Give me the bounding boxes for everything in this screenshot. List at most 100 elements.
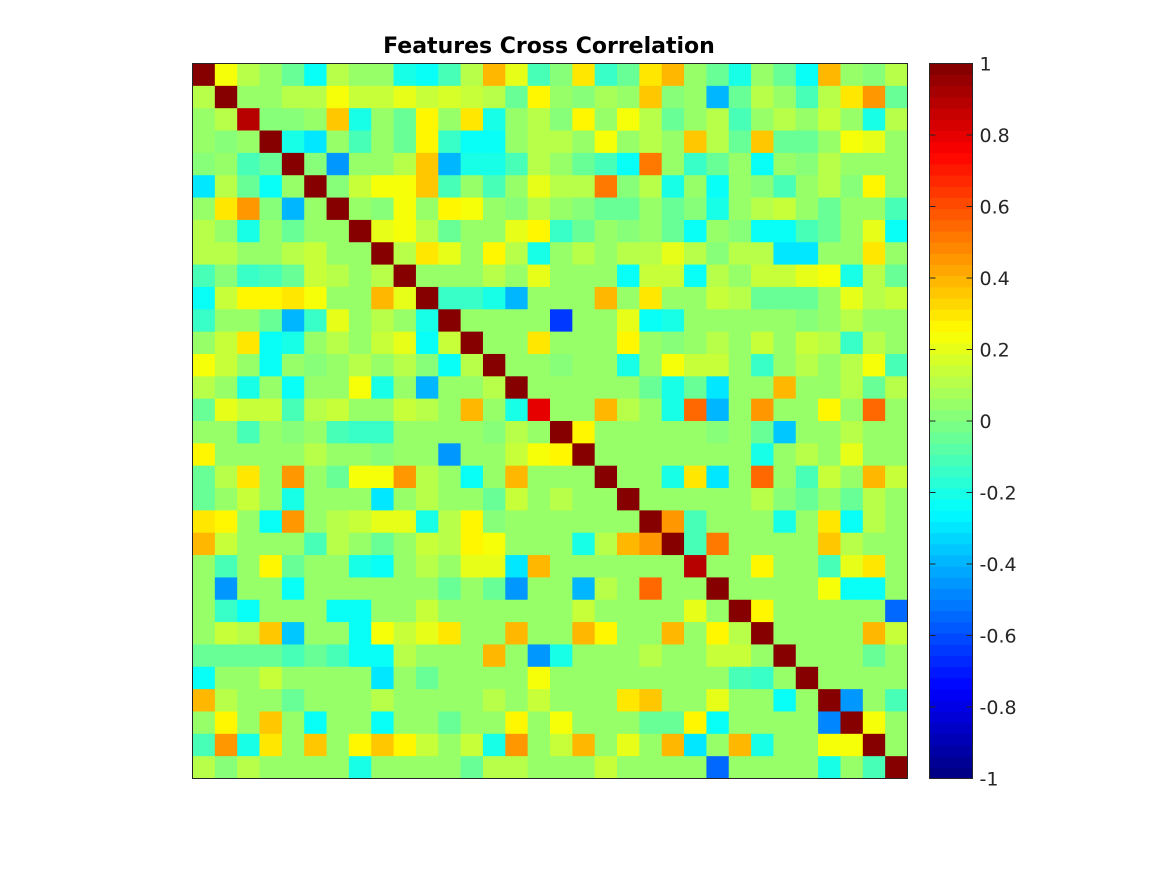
heatmap-cell [661,689,685,712]
heatmap-cell [460,242,484,265]
heatmap-cell [684,599,707,623]
heatmap-cell [661,376,685,400]
heatmap-cell [572,756,596,779]
heatmap-cell [304,353,327,377]
heatmap-cell [527,264,551,288]
heatmap-cell [885,465,908,489]
heatmap-cell [304,488,327,511]
heatmap-cell [751,443,774,467]
heatmap-cell [192,286,216,310]
colorbar-segment [929,63,973,76]
heatmap-cell [371,63,394,87]
heatmap-cell [438,63,462,87]
heatmap-cell [840,152,864,176]
heatmap-cell [684,242,707,265]
heatmap-cell [304,130,327,154]
heatmap-cell [192,555,216,578]
heatmap-cell [639,488,663,511]
heatmap-cell [706,465,730,489]
heatmap-cell [237,599,260,623]
heatmap-cell [460,622,484,645]
heatmap-cell [214,599,238,623]
heatmap-cell [304,264,327,288]
heatmap-cell [460,264,484,288]
heatmap-cell [438,421,462,444]
heatmap-cell [862,264,886,288]
heatmap-cell [572,644,596,668]
heatmap-cell [639,353,663,377]
colorbar-segment [929,342,973,355]
heatmap-cell [572,63,596,87]
heatmap-cell [751,331,774,355]
heatmap-cell [214,353,238,377]
heatmap-cell [795,197,819,221]
colorbar-segment [929,633,973,645]
heatmap-cell [460,353,484,377]
heatmap-cell [862,219,886,243]
heatmap-cell [550,108,573,131]
heatmap-cell [214,421,238,444]
heatmap-cell [505,555,529,578]
colorbar-segment [929,711,973,724]
colorbar [929,63,973,779]
heatmap-cell [505,286,529,310]
heatmap-cell [840,264,864,288]
heatmap-cell [661,599,685,623]
colorbar-segment [929,488,973,500]
heatmap-cell [840,465,864,489]
heatmap-cell [751,644,774,668]
heatmap-cell [482,398,506,422]
colorbar-segment [929,264,973,277]
heatmap-cell [818,599,841,623]
heatmap-cell [304,331,327,355]
heatmap-cell [482,264,506,288]
heatmap-cell [684,130,707,154]
heatmap-cell [706,644,730,668]
heatmap-cell [818,286,841,310]
heatmap-cell [281,577,305,601]
heatmap-cell [818,108,841,131]
heatmap-cell [661,286,685,310]
heatmap-grid [192,63,908,779]
heatmap-cell [237,756,260,779]
heatmap-cell [684,331,707,355]
heatmap-cell [550,599,573,623]
heatmap-cell [304,219,327,243]
heatmap-cell [840,242,864,265]
heatmap-cell [818,398,841,422]
heatmap-cell [840,219,864,243]
heatmap-cell [505,488,529,511]
colorbar-segment [929,74,973,87]
colorbar-segment [929,242,973,254]
heatmap-cell [371,443,394,467]
heatmap-cell [326,510,350,534]
heatmap-cell [415,756,439,779]
heatmap-cell [281,711,305,735]
heatmap-cell [281,130,305,154]
heatmap-cell [840,622,864,645]
heatmap-cell [326,555,350,578]
heatmap-cell [840,666,864,690]
heatmap-cell [214,130,238,154]
heatmap-cell [460,711,484,735]
heatmap-cell [214,756,238,779]
heatmap-cell [482,376,506,400]
heatmap-cell [348,353,372,377]
heatmap-cell [661,666,685,690]
heatmap-cell [259,331,283,355]
heatmap-cell [259,398,283,422]
heatmap-cell [304,532,327,556]
heatmap-cell [706,756,730,779]
heatmap-cell [684,376,707,400]
heatmap-cell [415,599,439,623]
heatmap-cell [885,421,908,444]
heatmap-cell [393,264,417,288]
heatmap-cell [482,577,506,601]
heatmap-cell [661,175,685,198]
heatmap-cell [706,130,730,154]
colorbar-segment [929,532,973,545]
heatmap-cell [728,197,752,221]
heatmap-cell [371,465,394,489]
heatmap-cell [192,421,216,444]
heatmap-cell [393,532,417,556]
